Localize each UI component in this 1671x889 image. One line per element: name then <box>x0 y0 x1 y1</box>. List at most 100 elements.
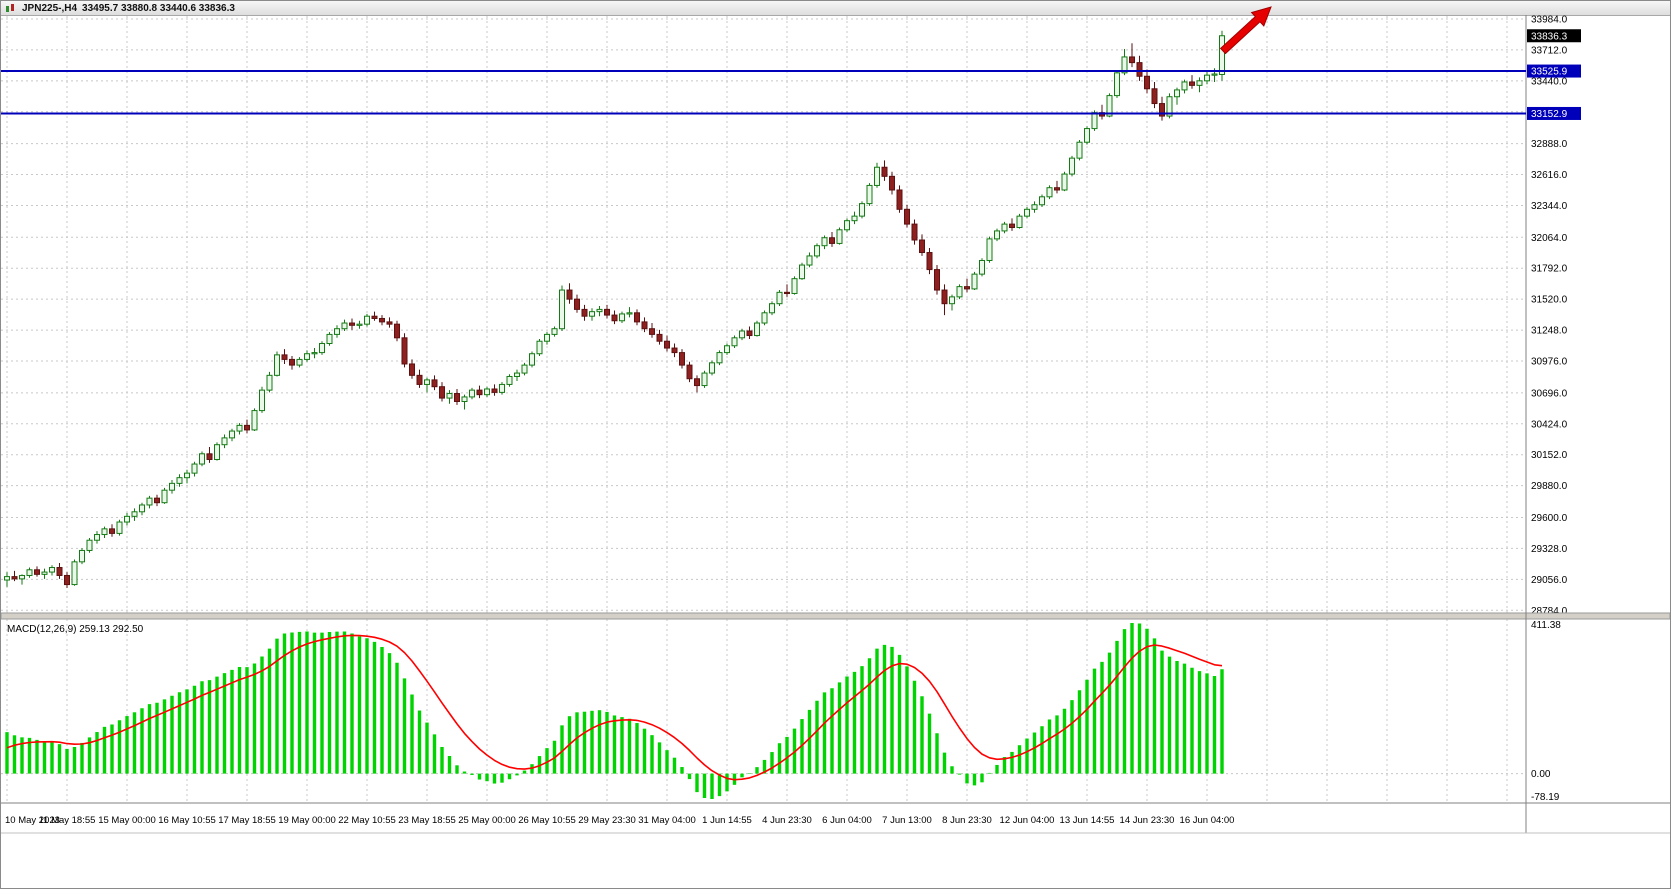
candle <box>454 393 460 402</box>
candle <box>559 289 565 330</box>
candle <box>1166 96 1173 117</box>
candle <box>289 358 295 366</box>
candle <box>379 317 385 323</box>
candle <box>221 437 228 446</box>
candle <box>1159 103 1165 117</box>
candle <box>589 311 595 317</box>
candle <box>956 286 963 298</box>
candle <box>1174 89 1180 98</box>
grid <box>1 16 1526 803</box>
price-axis-label: 29880.0 <box>1531 481 1568 492</box>
candle <box>19 574 25 580</box>
candle <box>731 337 738 347</box>
candle <box>229 430 235 439</box>
candle <box>859 203 865 217</box>
candle <box>319 342 325 354</box>
candle <box>356 323 363 326</box>
candle <box>611 314 618 322</box>
time-axis-label: 25 May 00:00 <box>458 815 516 826</box>
price-axis-label: 32344.0 <box>1531 201 1568 212</box>
candle <box>656 333 663 342</box>
price-axis-label: 30696.0 <box>1531 388 1568 399</box>
candle <box>821 237 828 247</box>
title-ohlc: 33495.7 33880.8 33440.6 33836.3 <box>82 2 235 14</box>
candle <box>101 528 108 536</box>
candle <box>214 444 220 460</box>
candle <box>94 534 100 541</box>
candle <box>11 576 18 580</box>
candle <box>1054 187 1060 191</box>
candle <box>881 166 888 177</box>
price-axis-label: 31792.0 <box>1531 264 1568 275</box>
candle <box>281 354 288 360</box>
candle <box>296 358 303 366</box>
candle <box>604 308 610 316</box>
candle <box>266 374 273 391</box>
time-axis-label: 6 Jun 04:00 <box>822 815 872 826</box>
price-axis-label: 33984.0 <box>1531 14 1568 25</box>
candle <box>1031 204 1038 210</box>
candle <box>506 375 513 385</box>
candle <box>1211 73 1218 76</box>
title-symbol: JPN225-,H4 <box>22 2 78 14</box>
candle <box>1121 56 1128 74</box>
candle <box>56 567 63 576</box>
candle <box>776 291 783 305</box>
candle <box>139 504 145 513</box>
price-axis-label: 31520.0 <box>1531 295 1568 306</box>
macd-label: MACD(12,26,9) 259.13 292.50 <box>7 624 144 635</box>
candle <box>934 269 940 291</box>
candle <box>109 528 115 534</box>
candle <box>431 379 438 388</box>
price-axis[interactable]: 33984.033712.033440.033168.032888.032616… <box>1531 14 1568 803</box>
candle <box>829 237 835 244</box>
candle <box>979 259 985 275</box>
candle <box>949 296 955 305</box>
candle <box>416 374 423 385</box>
current-price-badge <box>1527 29 1581 43</box>
time-axis-label: 11 May 18:55 <box>39 815 96 826</box>
price-axis-label: 31248.0 <box>1531 326 1568 337</box>
candle <box>116 521 123 534</box>
candle <box>161 489 168 504</box>
macd-axis-label: -78.19 <box>1531 792 1560 803</box>
candle <box>169 482 175 491</box>
price-axis-label: 30152.0 <box>1531 450 1568 461</box>
time-axis-label: 8 Jun 23:30 <box>942 815 992 826</box>
candle <box>244 424 250 431</box>
candle <box>514 372 520 377</box>
price-axis-label: 30424.0 <box>1531 419 1568 430</box>
candle <box>799 264 805 280</box>
candle <box>971 273 978 290</box>
candle <box>919 239 925 254</box>
candle <box>1114 72 1120 97</box>
price-axis-label: 32616.0 <box>1531 170 1568 181</box>
candle <box>596 308 603 313</box>
price-axis-label: 29056.0 <box>1531 575 1568 586</box>
time-axis-label: 26 May 10:55 <box>518 815 576 826</box>
candle <box>199 453 205 465</box>
candle <box>124 515 130 523</box>
time-axis-label: 29 May 23:30 <box>578 815 636 826</box>
candle <box>461 396 468 402</box>
price-axis-label: 28784.0 <box>1531 606 1568 617</box>
candle <box>866 184 873 205</box>
candle <box>634 312 640 323</box>
candle <box>1151 88 1158 105</box>
candle <box>251 410 258 431</box>
trend-arrow[interactable] <box>1219 6 1272 55</box>
candle <box>986 238 993 261</box>
candle <box>551 328 558 335</box>
pane-separator[interactable] <box>1 612 1670 620</box>
candle <box>146 497 153 506</box>
price-axis-label: 30976.0 <box>1531 357 1568 368</box>
price-axis-label: 33440.0 <box>1531 76 1568 87</box>
candle <box>844 220 850 231</box>
candle <box>34 569 40 575</box>
candle <box>641 321 648 330</box>
candle <box>686 364 693 380</box>
candle <box>371 315 378 319</box>
candle <box>544 333 550 342</box>
